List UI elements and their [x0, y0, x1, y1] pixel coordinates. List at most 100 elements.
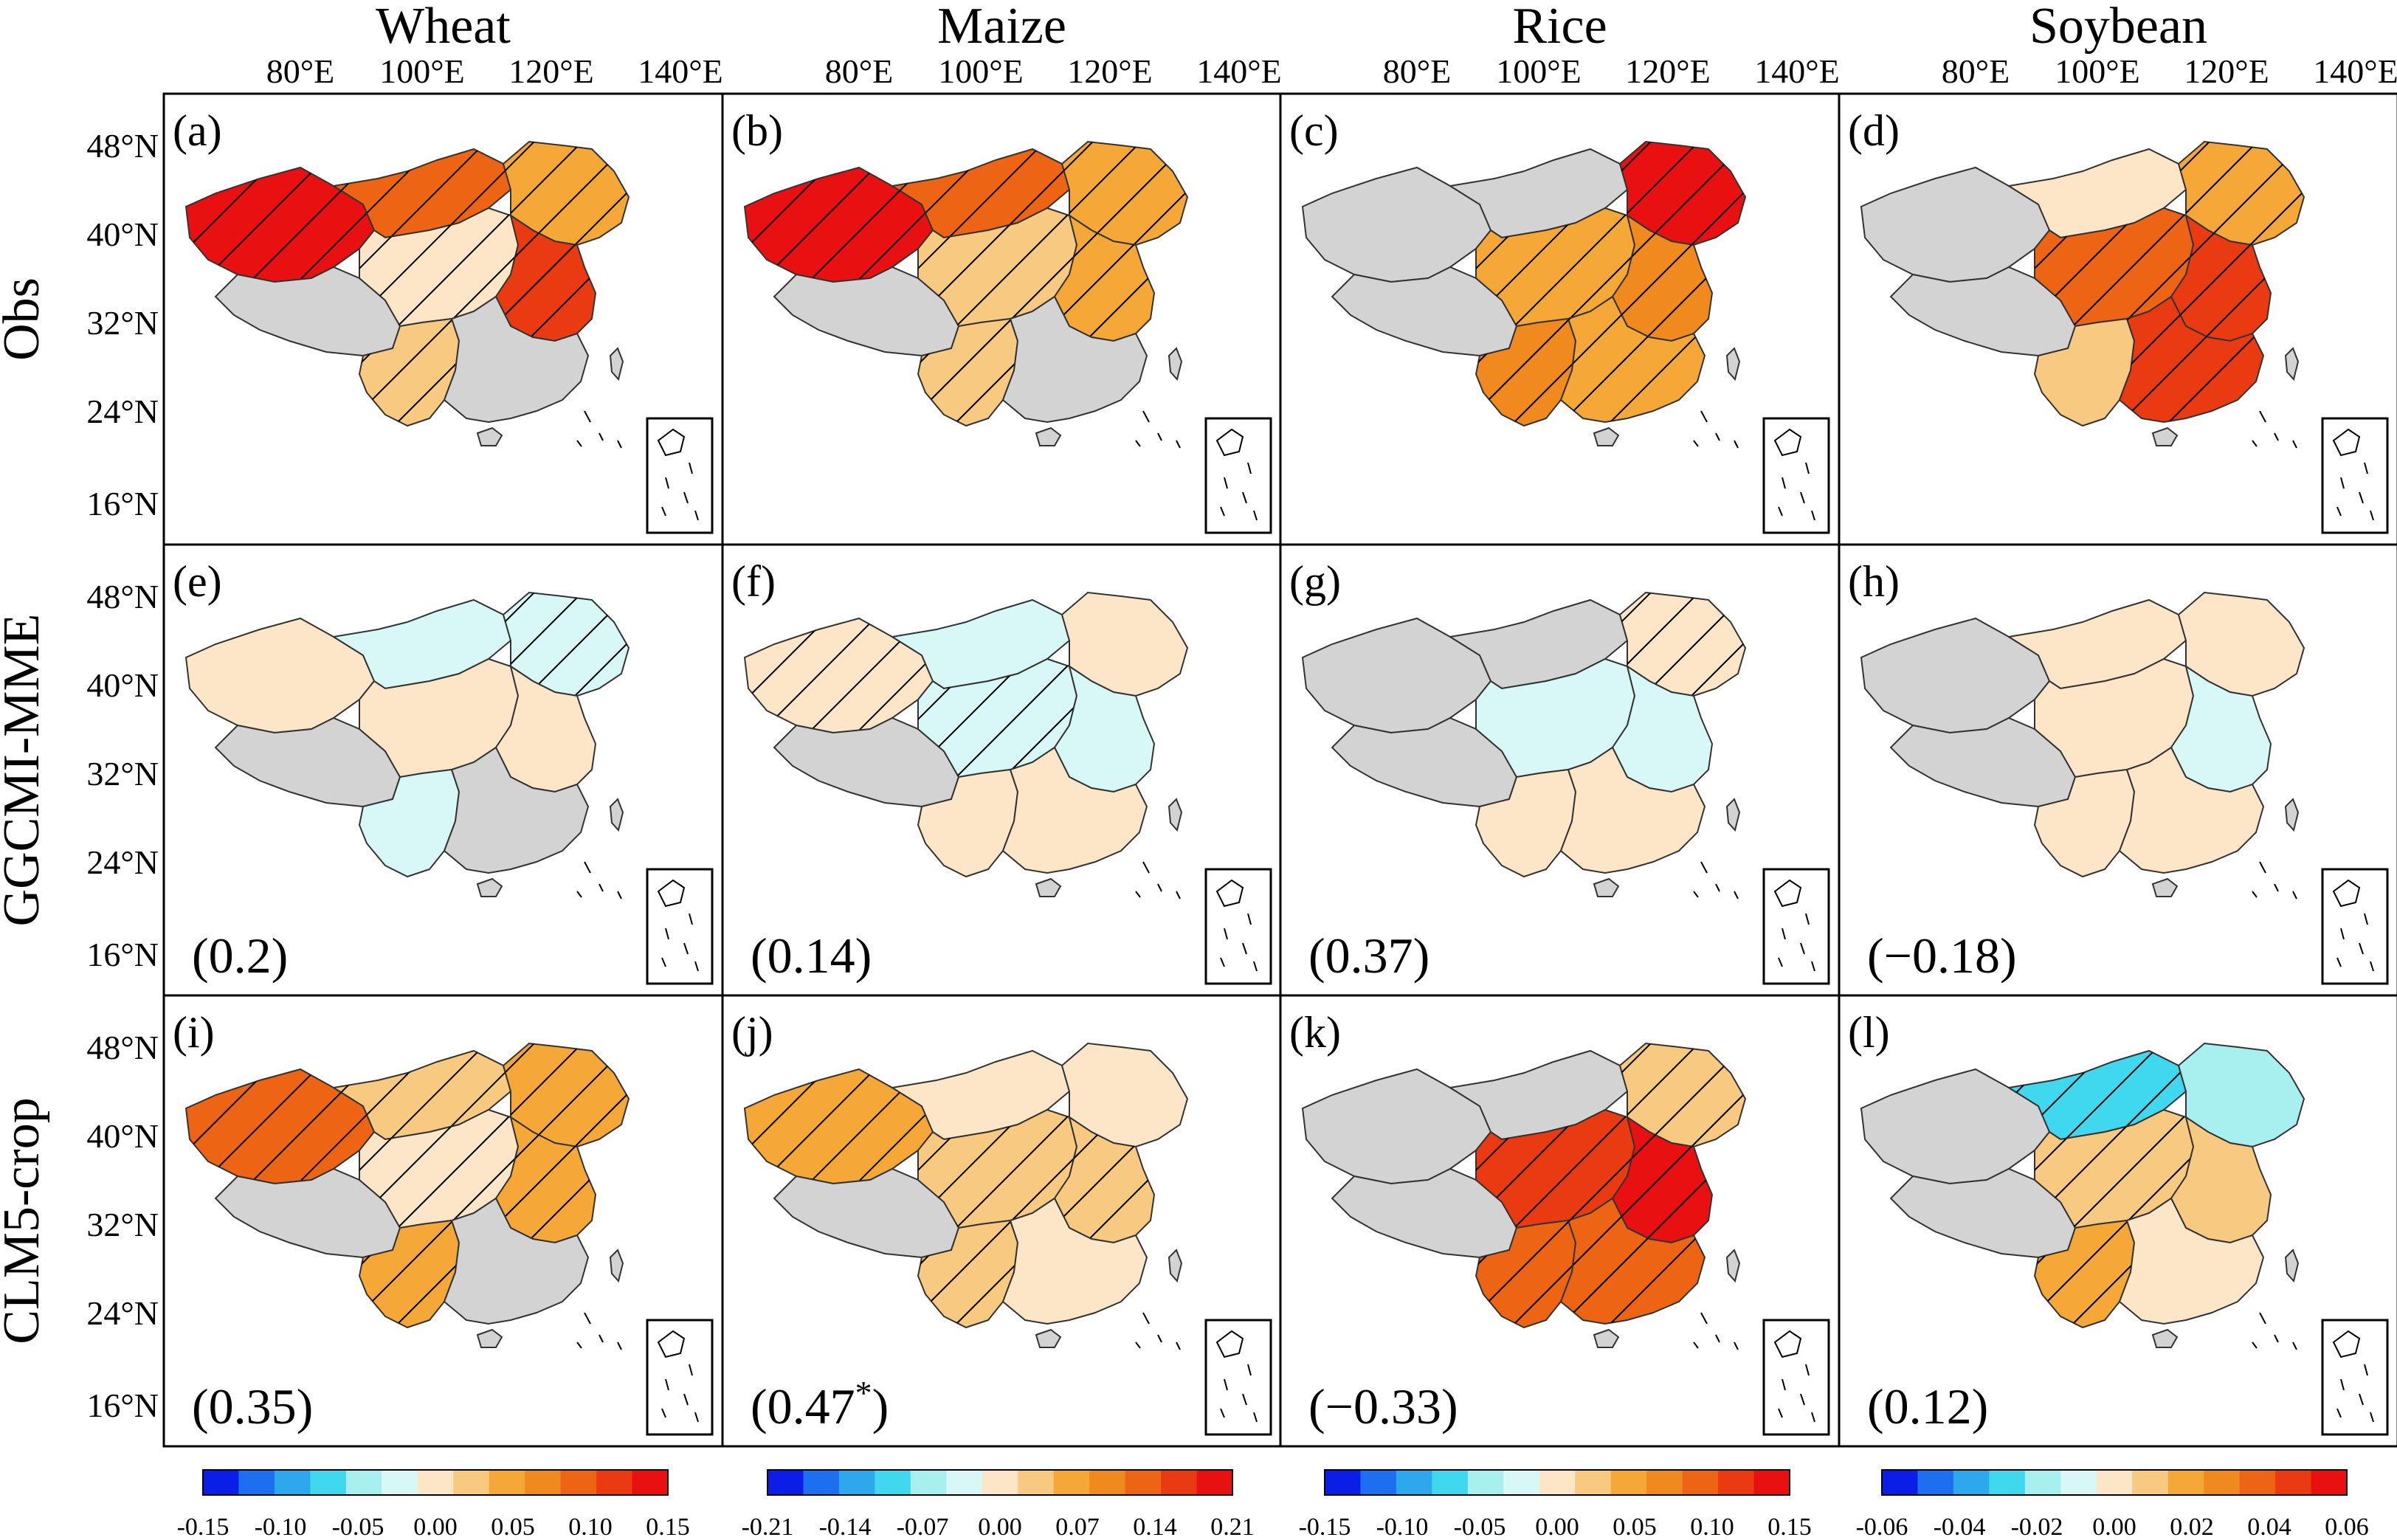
significance-hatch	[1476, 319, 1576, 426]
map-panel-d: (d)	[1838, 92, 2397, 546]
significance-hatch	[1620, 1043, 1745, 1147]
province-region-south	[443, 1197, 590, 1325]
significance-hatch	[1613, 1117, 1712, 1243]
significance-hatch	[186, 168, 374, 282]
colorbar-tick-label: 0.15	[1767, 1513, 1812, 1540]
row-title-ggcmi-mme: GGCMI-MME	[0, 614, 50, 927]
colorbar-swatch	[1325, 1470, 1361, 1495]
colorbar-tick-label: -0.07	[897, 1513, 949, 1540]
significance-hatch	[496, 215, 596, 341]
map-panel-k: (k) (−0.33)	[1279, 994, 1841, 1448]
colorbar-tick-label: 0.15	[646, 1513, 690, 1540]
significance-hatch	[745, 1069, 933, 1184]
lat-tick-label: 48°N	[86, 578, 159, 615]
colorbar-tick-label: -0.21	[742, 1513, 794, 1540]
lon-tick-label: 80°E	[1942, 52, 2010, 90]
island-marks	[576, 410, 622, 449]
colorbar-swatch	[982, 1470, 1018, 1495]
significance-hatch	[2009, 1051, 2186, 1139]
province-region-hainan	[1035, 1328, 1062, 1348]
colorbar-swatch	[2239, 1470, 2276, 1495]
panel-label: (g)	[1289, 557, 1341, 606]
island-marks	[2252, 410, 2297, 449]
province-region-taiwan	[1725, 798, 1741, 832]
island-marks	[2252, 1312, 2297, 1350]
colorbar-swatch	[1432, 1470, 1469, 1495]
colorbar-swatch	[2167, 1470, 2204, 1495]
colorbar-swatch	[2311, 1470, 2348, 1495]
colorbar-tick-label: -0.04	[1934, 1513, 1986, 1540]
province-region-hainan	[476, 877, 503, 897]
map-panel-l: (l) (0.12)	[1838, 994, 2397, 1448]
significance-hatch	[503, 1043, 629, 1147]
colorbar-swatch	[1646, 1470, 1683, 1495]
lon-tick-label: 140°E	[638, 52, 723, 90]
province-region-hainan	[2151, 877, 2179, 897]
significance-hatch	[2179, 142, 2304, 245]
colorbar-swatch	[1682, 1470, 1719, 1495]
province-region-taiwan	[1725, 347, 1741, 381]
colorbar-swatch	[1089, 1470, 1126, 1495]
significance-hatch	[745, 168, 933, 282]
significance-hatch	[918, 1220, 1018, 1327]
panel-label: (i)	[173, 1008, 215, 1057]
colorbar-swatch	[310, 1470, 347, 1495]
province-region-south	[443, 295, 590, 424]
colorbar-swatch	[596, 1470, 633, 1495]
significance-hatch	[2035, 1220, 2134, 1327]
island-marks	[2252, 861, 2297, 900]
south-china-sea-inset	[646, 1319, 714, 1436]
significance-hatch	[2171, 215, 2271, 341]
colorbar-swatch	[946, 1470, 983, 1495]
crop-title-wheat: Wheat	[376, 0, 511, 55]
map-panel-g: (g) (0.37)	[1279, 543, 1841, 997]
colorbar-swatch	[1161, 1470, 1198, 1495]
panel-label: (h)	[1848, 557, 1900, 606]
colorbar-tick-label: 0.21	[1210, 1513, 1255, 1540]
colorbar-swatch	[1539, 1470, 1576, 1495]
significance-hatch	[1561, 1198, 1705, 1324]
colorbar-swatch	[2024, 1470, 2061, 1495]
colorbar-swatch	[2060, 1470, 2097, 1495]
china-map	[743, 140, 1189, 446]
colorbar-swatch	[1882, 1470, 1918, 1495]
significance-hatch	[334, 1051, 511, 1139]
china-map	[184, 140, 630, 446]
province-region-taiwan	[1168, 1249, 1183, 1283]
colorbar-swatch	[1753, 1470, 1790, 1495]
correlation-label: (−0.18)	[1867, 928, 2017, 984]
lat-tick-label: 48°N	[86, 127, 159, 165]
province-region-hainan	[1593, 1328, 1620, 1348]
lon-tick-label: 80°E	[825, 52, 894, 90]
province-region-hainan	[1035, 427, 1062, 446]
south-china-sea-inset	[646, 868, 714, 985]
china-map	[184, 1042, 630, 1348]
colorbar-tick-label: 0.02	[2170, 1513, 2214, 1540]
significance-hatch	[1476, 208, 1635, 326]
significance-hatch	[2035, 1110, 2193, 1228]
colorbar-swatch	[525, 1470, 562, 1495]
colorbar-tick-label: 0.00	[413, 1513, 458, 1540]
colorbar-swatch	[453, 1470, 490, 1495]
map-panel-f: (f) (0.14)	[721, 543, 1283, 997]
province-region-south	[1001, 746, 1148, 874]
island-marks	[1693, 410, 1739, 449]
colorbar-tick-label: 0.10	[568, 1513, 613, 1540]
significance-hatch	[503, 593, 629, 696]
colorbar-swatch	[1053, 1470, 1090, 1495]
china-map	[1860, 140, 2305, 446]
china-map	[1301, 1042, 1747, 1348]
colorbar-swatch	[1503, 1470, 1540, 1495]
province-region-taiwan	[609, 798, 624, 832]
province-region-taiwan	[609, 1249, 624, 1283]
province-region-hainan	[1593, 427, 1620, 446]
colorbar-tick-label: 0.07	[1055, 1513, 1100, 1540]
island-marks	[1135, 1312, 1181, 1350]
china-map	[743, 1042, 1189, 1348]
panel-label: (k)	[1289, 1008, 1341, 1057]
colorbar-wheat: -0.15 -0.10 -0.05 0.00 0.05 0.10 0.15	[177, 1469, 690, 1540]
correlation-label: (0.14)	[751, 928, 872, 984]
significance-hatch	[1613, 215, 1712, 341]
lon-tick-label: 100°E	[379, 52, 465, 90]
